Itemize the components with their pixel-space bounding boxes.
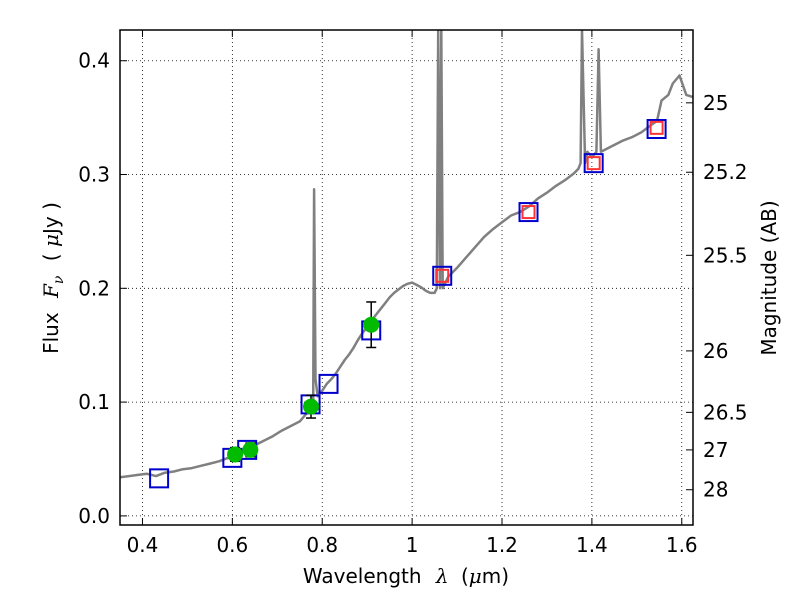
right-axis-label: Magnitude (AB) [757,200,781,355]
y2-tick-label: 26 [703,339,728,363]
x-axis-label: Wavelength λ (μm) [303,564,509,588]
model-square-blue [432,265,453,286]
model-square-blue [518,202,539,223]
model-square-red [649,120,664,135]
y2-tick-label: 27 [703,438,728,462]
axes-frame [119,29,694,526]
data-point [242,441,259,458]
y2-tick-label: 25 [703,91,728,115]
model-square-red [435,268,450,283]
y-tick-label: 0.3 [78,163,110,187]
y-tick-label: 0.1 [78,390,110,414]
model-square-red [521,205,536,220]
y2-tick-label: 26.5 [703,400,748,424]
x-tick-label: 1.2 [486,533,518,557]
grid [120,30,693,525]
x-tick-label: 0.6 [216,533,248,557]
model-square-blue [646,119,667,139]
model-square-blue [583,153,604,174]
y2-tick-label: 25.5 [703,243,748,267]
y2-tick-label: 25.2 [703,160,748,184]
model-square-blue [318,373,339,394]
tick-marks [120,30,693,525]
y-tick-label: 0.0 [78,504,110,528]
y-axis-label: Flux Fν ( μJy ) [39,202,68,354]
x-tick-label: 0.8 [306,533,338,557]
x-tick-label: 1.6 [666,533,698,557]
y-tick-label: 0.4 [78,49,110,73]
model-square-red [586,156,601,171]
y-tick-label: 0.2 [78,276,110,300]
plot-area [120,30,693,489]
y2-tick-label: 28 [703,478,728,502]
spectrum-line [120,30,693,479]
data-point [363,316,380,333]
x-tick-label: 0.4 [127,533,159,557]
x-tick-label: 1.4 [576,533,608,557]
model-square-blue [149,468,170,489]
data-point [303,398,319,415]
x-tick-label: 1 [406,533,419,557]
data-point [227,446,244,463]
